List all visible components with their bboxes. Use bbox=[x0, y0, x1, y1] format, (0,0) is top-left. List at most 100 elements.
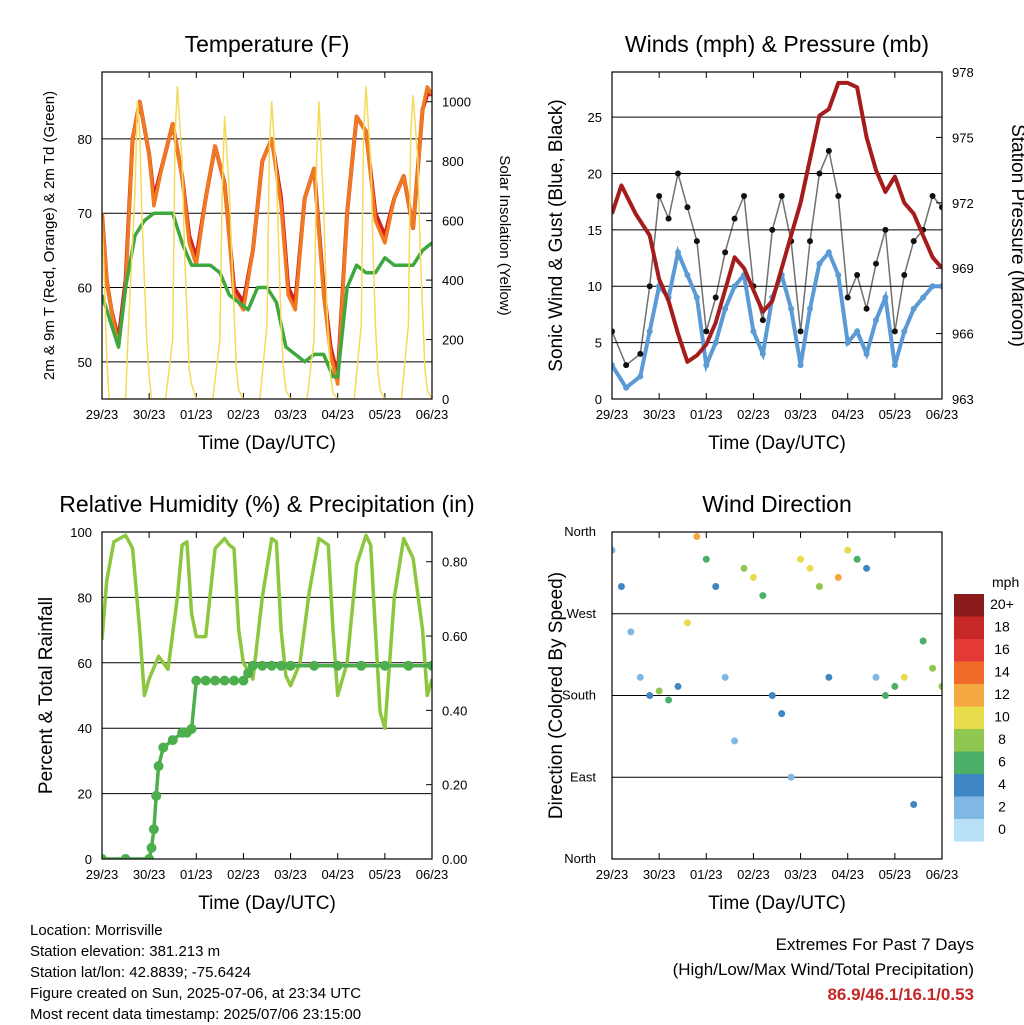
series-line bbox=[612, 245, 942, 391]
colorbar-label: 6 bbox=[998, 754, 1006, 770]
y-right-tick-label: 400 bbox=[442, 273, 464, 288]
direction-point bbox=[768, 692, 776, 699]
direction-point bbox=[627, 628, 635, 636]
precip-point bbox=[379, 660, 390, 671]
station-elevation: Station elevation: 381.213 m bbox=[30, 943, 221, 960]
x-tick-label: 03/23 bbox=[784, 867, 817, 882]
x-tick-label: 05/23 bbox=[369, 867, 402, 882]
x-tick-label: 29/23 bbox=[86, 867, 119, 882]
x-tick-label: 02/23 bbox=[227, 407, 260, 422]
precip-point bbox=[266, 660, 277, 671]
precip-point bbox=[356, 660, 367, 671]
direction-point bbox=[872, 673, 880, 681]
colorbar-swatch bbox=[954, 594, 984, 617]
extremes-values: 86.9/46.1/16.1/0.53 bbox=[827, 985, 974, 1004]
direction-point bbox=[646, 692, 654, 699]
direction-point bbox=[693, 533, 701, 541]
y-right-tick-label: 600 bbox=[442, 214, 464, 229]
precip-point bbox=[144, 854, 155, 859]
y-right-tick-label: 966 bbox=[952, 327, 974, 342]
chart-panel-4: Wind DirectionNorthEastSouthWestNorth29/… bbox=[546, 491, 1019, 914]
precip-point bbox=[120, 854, 131, 859]
colorbar-label: 16 bbox=[994, 641, 1010, 657]
y-tick-label: 60 bbox=[78, 281, 92, 296]
x-tick-label: 06/23 bbox=[926, 867, 959, 882]
direction-point bbox=[612, 546, 616, 554]
colorbar-swatch bbox=[954, 684, 984, 707]
direction-point bbox=[797, 555, 805, 563]
x-tick-label: 03/23 bbox=[274, 407, 307, 422]
direction-point bbox=[815, 583, 823, 590]
y-right-tick-label: 963 bbox=[952, 392, 974, 407]
direction-point bbox=[655, 687, 663, 695]
y-axis-label: Percent & Total Rainfall bbox=[36, 597, 57, 794]
colorbar-label: 10 bbox=[994, 709, 1010, 725]
y-tick-label: 5 bbox=[595, 336, 602, 351]
x-tick-label: 05/23 bbox=[369, 407, 402, 422]
direction-point bbox=[712, 583, 720, 590]
y-tick-label: 100 bbox=[70, 525, 92, 540]
y-tick-label: 80 bbox=[78, 590, 92, 605]
precip-point bbox=[167, 735, 178, 746]
x-tick-label: 02/23 bbox=[737, 407, 770, 422]
y-right-tick-label: 969 bbox=[952, 261, 974, 276]
most-recent-timestamp: Most recent data timestamp: 2025/07/06 2… bbox=[30, 1006, 362, 1023]
y-right-tick-label: 0.80 bbox=[442, 555, 467, 570]
precip-point bbox=[146, 842, 157, 853]
colorbar-swatch bbox=[954, 706, 984, 729]
x-tick-label: 06/23 bbox=[416, 867, 449, 882]
extremes-box: Extremes For Past 7 Days (High/Low/Max W… bbox=[673, 932, 974, 1007]
precip-point bbox=[276, 660, 287, 671]
precip-point bbox=[158, 742, 169, 753]
precip-point bbox=[186, 723, 197, 734]
x-tick-label: 30/23 bbox=[133, 867, 166, 882]
x-tick-label: 05/23 bbox=[879, 867, 912, 882]
chart-panel-3: Relative Humidity (%) & Precipitation (i… bbox=[36, 491, 475, 914]
precip-point bbox=[102, 854, 107, 859]
colorbar-title: mph bbox=[992, 574, 1019, 590]
precip-point bbox=[229, 675, 239, 686]
y-tick-label: 50 bbox=[78, 355, 92, 370]
colorbar-label: 2 bbox=[998, 799, 1006, 815]
chart-title: Relative Humidity (%) & Precipitation (i… bbox=[59, 491, 474, 517]
y-tick-label: South bbox=[562, 688, 596, 703]
x-axis-label: Time (Day/UTC) bbox=[198, 433, 336, 454]
colorbar-swatch bbox=[954, 729, 984, 752]
chart-panel-1: Temperature (F)5060708002004006008001000… bbox=[41, 31, 513, 454]
x-tick-label: 03/23 bbox=[784, 407, 817, 422]
precip-point bbox=[247, 660, 258, 671]
colorbar-swatch bbox=[954, 751, 984, 774]
direction-point bbox=[731, 737, 739, 745]
precip-point bbox=[191, 675, 202, 686]
y-tick-label: 60 bbox=[78, 656, 92, 671]
precip-point bbox=[210, 675, 221, 686]
station-latlon: Station lat/lon: 42.8839; -75.6424 bbox=[30, 964, 252, 981]
direction-point bbox=[900, 673, 908, 681]
precip-point bbox=[153, 761, 164, 772]
y-tick-label: East bbox=[570, 769, 596, 784]
y-right-axis-label: Solar Insolation (Yellow) bbox=[496, 155, 513, 315]
x-tick-label: 29/23 bbox=[86, 407, 119, 422]
y-right-tick-label: 0.20 bbox=[442, 778, 467, 793]
x-tick-label: 05/23 bbox=[879, 407, 912, 422]
x-axis-label: Time (Day/UTC) bbox=[708, 433, 846, 454]
series-line bbox=[102, 85, 432, 386]
direction-point bbox=[919, 637, 927, 645]
colorbar-label: 14 bbox=[994, 664, 1010, 680]
y-right-tick-label: 972 bbox=[952, 196, 974, 211]
figure-created: Figure created on Sun, 2025-07-06, at 23… bbox=[30, 985, 362, 1002]
x-tick-label: 04/23 bbox=[831, 867, 864, 882]
colorbar-label: 12 bbox=[994, 686, 1010, 702]
direction-point bbox=[759, 592, 767, 600]
y-tick-label: 10 bbox=[588, 279, 602, 294]
precip-point bbox=[427, 660, 432, 671]
x-tick-label: 02/23 bbox=[227, 867, 260, 882]
colorbar-label: 8 bbox=[998, 731, 1006, 747]
direction-point bbox=[834, 573, 842, 581]
y-right-tick-label: 0 bbox=[442, 392, 449, 407]
direction-point bbox=[863, 564, 871, 572]
direction-point bbox=[938, 682, 942, 690]
series-line bbox=[612, 80, 942, 364]
y-right-tick-label: 0.40 bbox=[442, 703, 467, 718]
